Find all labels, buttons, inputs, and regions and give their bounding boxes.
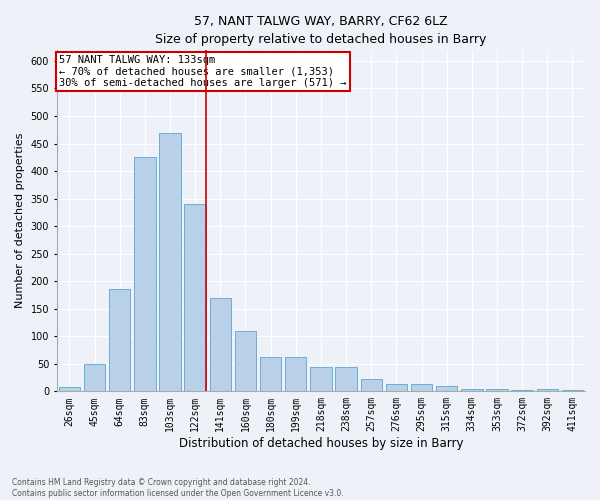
Bar [134, 158, 155, 392]
Title: 57, NANT TALWG WAY, BARRY, CF62 6LZ
Size of property relative to detached houses: 57, NANT TALWG WAY, BARRY, CF62 6LZ Size… [155, 15, 487, 46]
X-axis label: Distribution of detached houses by size in Barry: Distribution of detached houses by size … [179, 437, 463, 450]
Bar [536, 388, 558, 392]
Bar [486, 388, 508, 392]
Y-axis label: Number of detached properties: Number of detached properties [15, 133, 25, 308]
Bar [285, 356, 307, 392]
Text: Contains HM Land Registry data © Crown copyright and database right 2024.
Contai: Contains HM Land Registry data © Crown c… [12, 478, 344, 498]
Bar [411, 384, 432, 392]
Bar [59, 388, 80, 392]
Bar [511, 390, 533, 392]
Bar [109, 290, 130, 392]
Bar [184, 204, 206, 392]
Bar [461, 388, 482, 392]
Bar [436, 386, 457, 392]
Bar [310, 366, 332, 392]
Text: 57 NANT TALWG WAY: 133sqm
← 70% of detached houses are smaller (1,353)
30% of se: 57 NANT TALWG WAY: 133sqm ← 70% of detac… [59, 55, 347, 88]
Bar [209, 298, 231, 392]
Bar [386, 384, 407, 392]
Bar [84, 364, 105, 392]
Bar [335, 366, 357, 392]
Bar [260, 356, 281, 392]
Bar [160, 132, 181, 392]
Bar [562, 390, 583, 392]
Bar [235, 331, 256, 392]
Bar [361, 379, 382, 392]
